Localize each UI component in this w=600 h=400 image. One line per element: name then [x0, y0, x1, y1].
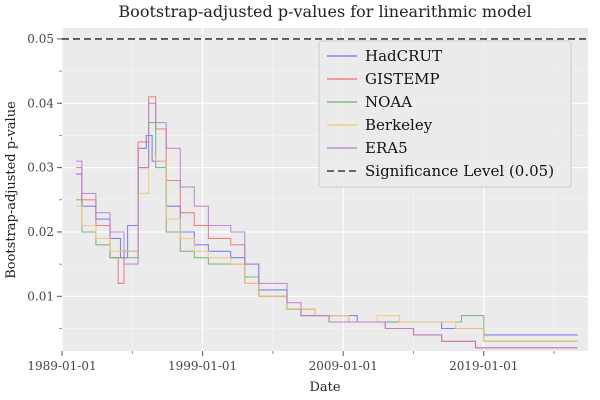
legend-label: ERA5 — [365, 139, 408, 157]
x-tick-label: 1989-01-01 — [27, 359, 96, 373]
legend-label: GISTEMP — [365, 70, 440, 88]
legend-label: Berkeley — [365, 116, 433, 134]
y-axis-label: Bootstrap-adjusted p-value — [4, 101, 19, 279]
legend-label: Significance Level (0.05) — [365, 162, 554, 180]
y-tick-label: 0.04 — [27, 96, 54, 110]
legend-box — [318, 40, 572, 188]
y-tick-label: 0.02 — [27, 225, 54, 239]
series-line-era5 — [76, 102, 578, 349]
series-line-berkeley — [76, 154, 578, 342]
chart-title: Bootstrap-adjusted p-values for linearit… — [118, 2, 531, 21]
x-tick-label: 1999-01-01 — [168, 359, 237, 373]
axis-ticks: 1989-01-01 1999-01-01 2009-01-01 2019-01-01… — [27, 32, 555, 373]
legend-label: NOAA — [365, 93, 412, 111]
y-tick-label: 0.05 — [27, 32, 54, 46]
legend-label: HadCRUT — [365, 47, 442, 65]
y-tick-label: 0.03 — [27, 161, 54, 175]
series-lines — [76, 96, 578, 349]
x-axis-label: Date — [309, 380, 340, 395]
y-tick-label: 0.01 — [27, 289, 54, 303]
x-tick-label: 2009-01-01 — [309, 359, 378, 373]
x-tick-label: 2019-01-01 — [449, 359, 518, 373]
legend: HadCRUT GISTEMP NOAA Berkeley ERA5 Significan… — [318, 40, 572, 188]
